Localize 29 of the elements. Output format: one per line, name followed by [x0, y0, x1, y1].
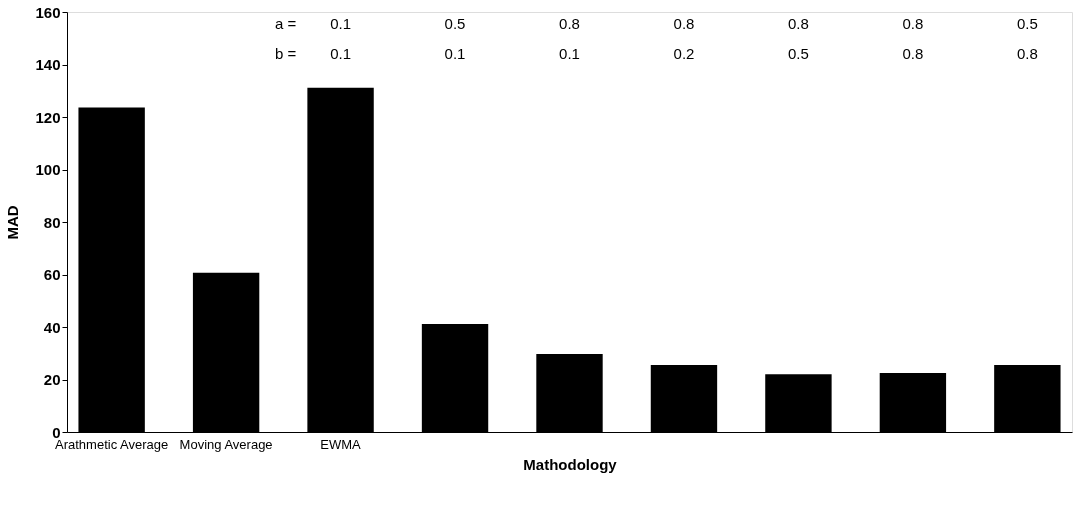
- annotation: 0.2: [673, 45, 695, 62]
- y-tick-label: 80: [43, 213, 61, 231]
- annotation: 0.1: [444, 45, 466, 62]
- annotation: 0.1: [559, 45, 580, 62]
- x-tick-label: EWMA: [320, 436, 362, 452]
- y-tick-label: 60: [43, 266, 61, 283]
- annotation: 0.8: [559, 15, 580, 32]
- y-tick-label: 40: [43, 318, 61, 336]
- annotation: 0.8: [902, 15, 924, 32]
- annotation: 0.8: [1016, 45, 1038, 62]
- annotation: 0.8: [902, 45, 924, 62]
- x-axis-title: Mathodology: [523, 455, 618, 473]
- annotation: 0.5: [788, 45, 809, 62]
- annotation: 0.8: [673, 15, 695, 32]
- y-tick-label: 0: [52, 423, 61, 441]
- y-tick-label: 20: [43, 371, 61, 388]
- y-axis-title: MAD: [4, 205, 22, 240]
- annotation: a =: [274, 15, 297, 32]
- annotation: 0.5: [1016, 15, 1038, 32]
- annotation: b =: [274, 45, 297, 62]
- annotation: 0.8: [788, 15, 809, 32]
- y-tick-label: 100: [35, 161, 61, 178]
- y-tick-label: 140: [35, 56, 61, 73]
- x-tick-label: Moving Average: [179, 436, 273, 452]
- y-tick-label: 160: [35, 3, 61, 21]
- y-tick-label: 120: [35, 108, 61, 126]
- annotation: 0.1: [330, 15, 351, 32]
- annotation: 0.5: [444, 15, 466, 32]
- annotation: 0.1: [330, 45, 351, 62]
